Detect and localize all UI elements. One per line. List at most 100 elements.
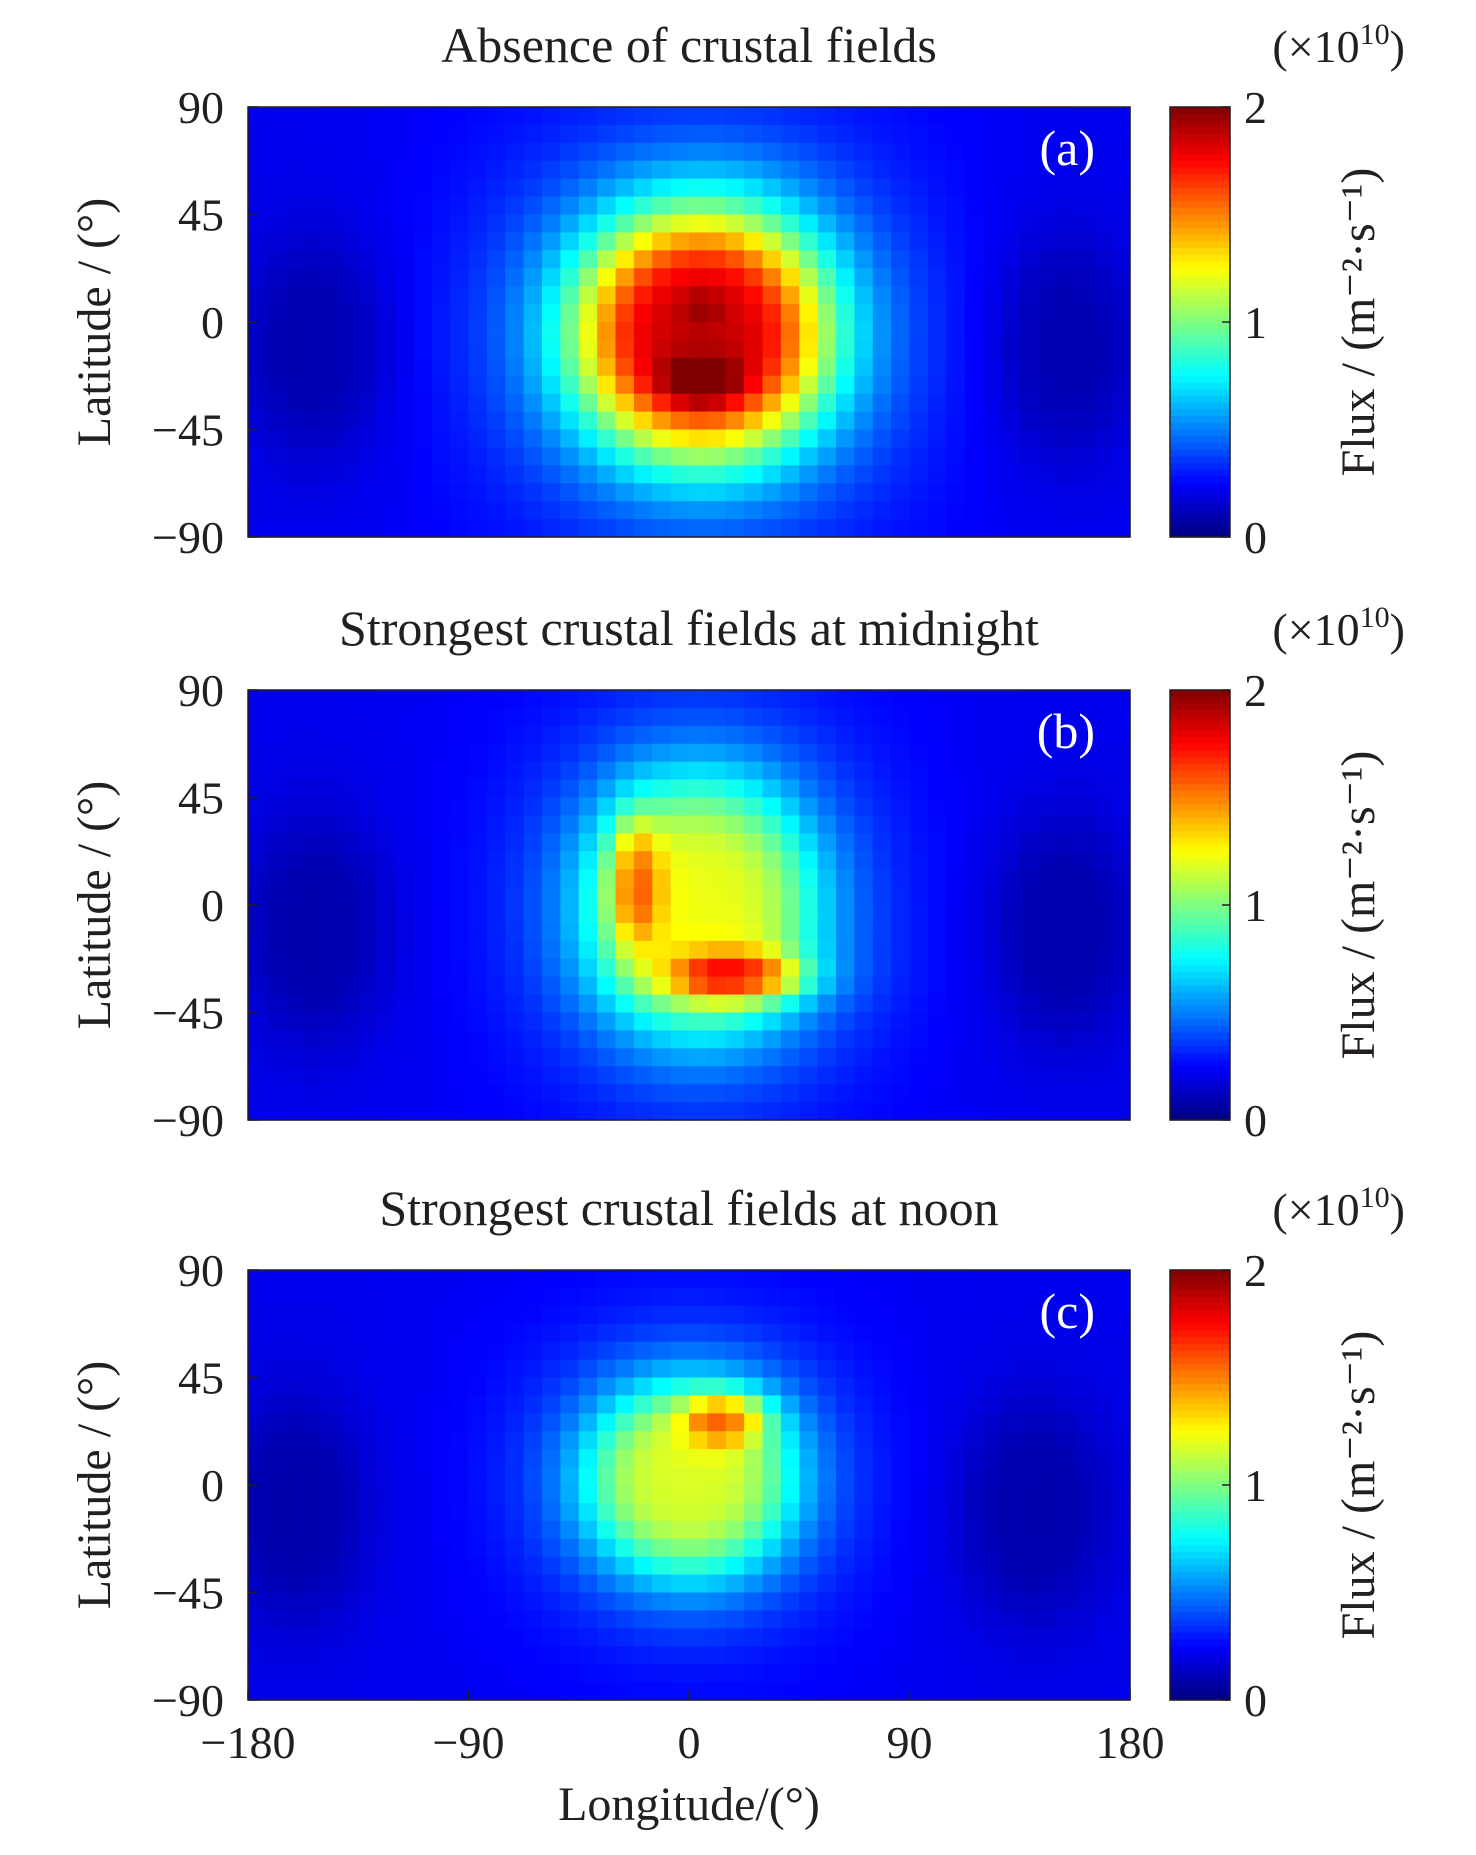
colorbar-step xyxy=(1170,1673,1230,1681)
heatmap-cell xyxy=(376,357,396,377)
heatmap-cell xyxy=(542,1084,561,1103)
heatmap-cell xyxy=(1111,779,1131,799)
heatmap-cell xyxy=(523,1305,543,1325)
heatmap-cell xyxy=(909,1030,929,1049)
heatmap-cell xyxy=(817,1664,837,1683)
heatmap-cell xyxy=(376,1084,396,1103)
heatmap-cell xyxy=(780,1556,800,1576)
heatmap-cell xyxy=(909,779,929,799)
heatmap-cell xyxy=(376,815,396,834)
heatmap-cell xyxy=(780,797,800,817)
heatmap-cell xyxy=(854,1066,874,1085)
heatmap-cell xyxy=(689,1467,708,1486)
heatmap-cell xyxy=(817,483,837,502)
heatmap-cell xyxy=(927,887,947,906)
heatmap-cell xyxy=(284,1646,304,1665)
heatmap-cell xyxy=(468,1012,488,1032)
heatmap-cell xyxy=(762,1012,782,1032)
heatmap-cell xyxy=(817,725,837,745)
heatmap-cell xyxy=(266,1287,286,1307)
heatmap-cell xyxy=(927,869,947,888)
heatmap-cell xyxy=(284,1610,304,1629)
heatmap-cell xyxy=(339,429,359,449)
heatmap-cell xyxy=(707,958,727,978)
x-axis-label: Longitude/(°) xyxy=(558,1778,820,1831)
heatmap-cell xyxy=(1019,851,1039,870)
heatmap-cell xyxy=(799,887,819,906)
heatmap-cell xyxy=(578,1628,598,1647)
heatmap-cell xyxy=(523,1538,543,1558)
heatmap-cell xyxy=(909,1048,929,1067)
heatmap-cell xyxy=(762,1084,782,1103)
heatmap-cell xyxy=(854,1413,874,1432)
heatmap-cell xyxy=(395,429,414,449)
heatmap-cell xyxy=(376,447,396,466)
heatmap-cell xyxy=(891,976,911,996)
colorbar-step xyxy=(1170,1296,1230,1305)
heatmap-cell xyxy=(707,1592,727,1612)
heatmap-cell xyxy=(376,1574,396,1594)
heatmap-cell xyxy=(395,1646,414,1665)
heatmap-cell xyxy=(964,779,984,799)
heatmap-cell xyxy=(431,1682,451,1701)
colorbar-step xyxy=(1170,241,1230,249)
heatmap-cell xyxy=(872,1012,892,1032)
heatmap-cell xyxy=(468,851,488,870)
heatmap-cell xyxy=(542,1628,561,1647)
heatmap-cell xyxy=(1038,1502,1058,1522)
heatmap-cell xyxy=(1001,1395,1021,1414)
heatmap-cell xyxy=(431,1610,451,1629)
heatmap-cell xyxy=(597,1287,617,1307)
heatmap-cell xyxy=(964,1467,984,1486)
heatmap-cell xyxy=(560,393,580,413)
heatmap-cell xyxy=(817,976,837,996)
heatmap-cell xyxy=(1093,411,1113,431)
colorbar-step xyxy=(1170,985,1230,993)
heatmap-cell xyxy=(395,1556,414,1576)
heatmap-cell xyxy=(909,707,929,727)
heatmap-cell xyxy=(1111,1341,1131,1361)
heatmap-cell xyxy=(431,1270,451,1289)
heatmap-cell xyxy=(744,268,764,287)
heatmap-cell xyxy=(376,178,396,198)
heatmap-cell xyxy=(486,250,506,269)
heatmap-cell xyxy=(1019,1682,1039,1701)
heatmap-cell xyxy=(523,1485,543,1504)
heatmap-cell xyxy=(1038,429,1058,449)
heatmap-cell xyxy=(395,232,414,251)
heatmap-cell xyxy=(927,1323,947,1343)
heatmap-cell xyxy=(817,905,837,924)
heatmap-cell xyxy=(248,304,267,323)
heatmap-cell xyxy=(836,1084,855,1103)
heatmap-cell xyxy=(468,815,488,834)
heatmap-cell xyxy=(1093,1682,1113,1701)
heatmap-cell xyxy=(872,232,892,251)
heatmap-cell xyxy=(744,725,764,745)
heatmap-cell xyxy=(303,887,323,906)
colorbar-step xyxy=(1170,1290,1230,1298)
heatmap-cell xyxy=(909,690,929,709)
heatmap-cell xyxy=(1111,869,1131,888)
heatmap-cell xyxy=(744,232,764,251)
heatmap-cell xyxy=(560,304,580,323)
heatmap-cell xyxy=(450,214,470,234)
heatmap-cell xyxy=(927,107,947,126)
heatmap-cell xyxy=(321,142,341,162)
heatmap-cell xyxy=(486,905,506,924)
heatmap-cell xyxy=(376,1592,396,1612)
heatmap-cell xyxy=(836,268,855,287)
heatmap-cell xyxy=(321,160,341,180)
heatmap-cell xyxy=(652,1413,672,1432)
heatmap-cell xyxy=(1001,286,1021,305)
heatmap-cell xyxy=(468,142,488,162)
heatmap-cell xyxy=(523,1556,543,1576)
heatmap-cell xyxy=(542,958,561,978)
heatmap-cell xyxy=(983,519,1002,538)
heatmap-cell xyxy=(964,707,984,727)
colorbar-step xyxy=(1170,871,1230,879)
colorbar-step xyxy=(1170,925,1230,933)
heatmap-cell xyxy=(817,743,837,763)
heatmap-cell xyxy=(1038,743,1058,763)
heatmap-cell xyxy=(1056,958,1076,978)
heatmap-cell xyxy=(303,869,323,888)
